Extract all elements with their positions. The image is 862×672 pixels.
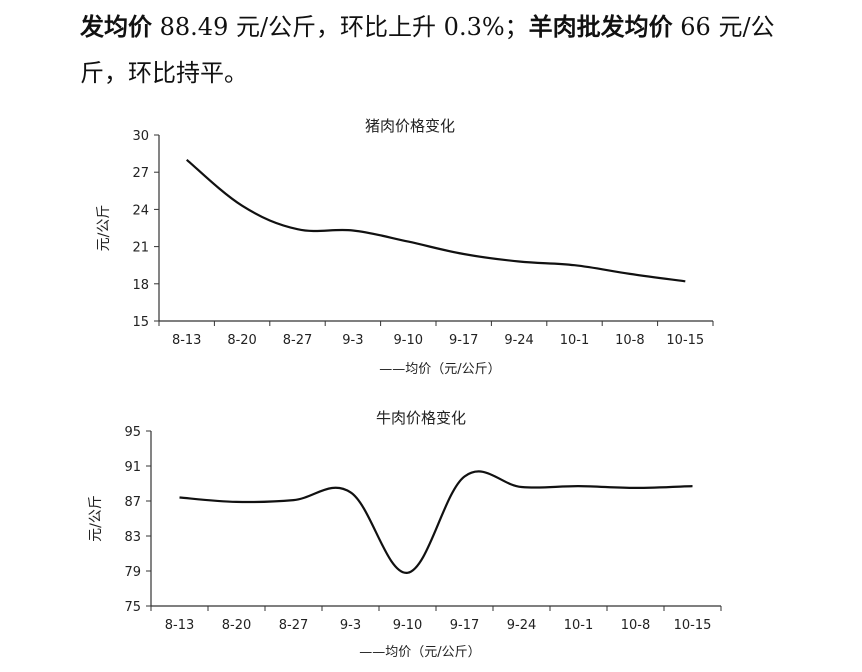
- y-tick-label: 18: [132, 278, 149, 293]
- x-tick-label: 9-17: [450, 618, 480, 633]
- x-tick-label: 10-15: [674, 618, 712, 633]
- x-tick-label: 10-15: [666, 333, 704, 348]
- chart-title: 牛肉价格变化: [376, 409, 466, 427]
- y-tick-label: 83: [124, 530, 141, 545]
- x-tick-label: 8-27: [283, 333, 313, 348]
- x-tick-label: 9-3: [342, 333, 363, 348]
- paragraph-text-2: 66 元/公斤，环比持平。: [80, 13, 775, 87]
- x-tick-label: 9-3: [340, 618, 361, 633]
- x-tick-label: 8-27: [279, 618, 309, 633]
- series-line: [179, 470, 693, 574]
- x-tick-label: 10-1: [564, 618, 594, 633]
- y-tick-label: 30: [132, 129, 149, 144]
- x-tick-label: 9-17: [449, 333, 479, 348]
- x-tick-label: 8-20: [227, 333, 257, 348]
- y-tick-label: 91: [124, 460, 141, 475]
- y-tick-label: 75: [124, 600, 141, 615]
- paragraph-text-1: 88.49 元/公斤，环比上升 0.3%；: [152, 13, 529, 41]
- y-tick-label: 79: [124, 565, 141, 580]
- x-tick-label: 8-13: [165, 618, 195, 633]
- y-axis-label: 元/公斤: [96, 205, 112, 252]
- y-axis-label: 元/公斤: [88, 495, 104, 542]
- x-tick-label: 9-24: [507, 618, 537, 633]
- x-tick-label: 10-8: [615, 333, 645, 348]
- x-tick-label: 8-20: [222, 618, 252, 633]
- intro-paragraph: 发均价 88.49 元/公斤，环比上升 0.3%；羊肉批发均价 66 元/公斤，…: [80, 4, 800, 96]
- y-tick-label: 87: [124, 495, 141, 510]
- legend-entry: ——均价（元/公斤）: [359, 645, 480, 660]
- paragraph-bold-1: 发均价: [80, 12, 152, 41]
- y-tick-label: 27: [132, 166, 149, 181]
- y-tick-label: 15: [132, 315, 149, 330]
- x-tick-label: 8-13: [172, 333, 202, 348]
- chart-title: 猪肉价格变化: [365, 117, 455, 135]
- x-tick-label: 9-10: [393, 618, 423, 633]
- x-tick-label: 10-8: [621, 618, 651, 633]
- x-tick-label: 10-1: [560, 333, 590, 348]
- y-tick-label: 95: [124, 425, 141, 440]
- x-tick-label: 9-10: [394, 333, 424, 348]
- beef-price-chart: 牛肉价格变化 75 79 83 87 91 95 8-13 8-20 8-27 9-3 9-10 9-1…: [88, 409, 722, 660]
- series-line: [185, 158, 686, 283]
- paragraph-bold-2: 羊肉批发均价: [528, 12, 673, 41]
- y-tick-label: 24: [132, 203, 149, 218]
- legend-entry: ——均价（元/公斤）: [379, 362, 500, 377]
- x-tick-label: 9-24: [504, 333, 534, 348]
- pork-price-chart: 猪肉价格变化 15 18 21 24 27 30 8-13 8-20 8-27 9-3 9-10 9-1…: [96, 117, 714, 377]
- y-tick-label: 21: [132, 241, 149, 256]
